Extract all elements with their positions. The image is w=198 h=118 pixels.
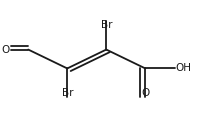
Text: O: O xyxy=(1,45,10,55)
Text: Br: Br xyxy=(101,20,112,30)
Text: Br: Br xyxy=(62,88,73,98)
Text: O: O xyxy=(141,88,149,98)
Text: OH: OH xyxy=(176,63,191,73)
